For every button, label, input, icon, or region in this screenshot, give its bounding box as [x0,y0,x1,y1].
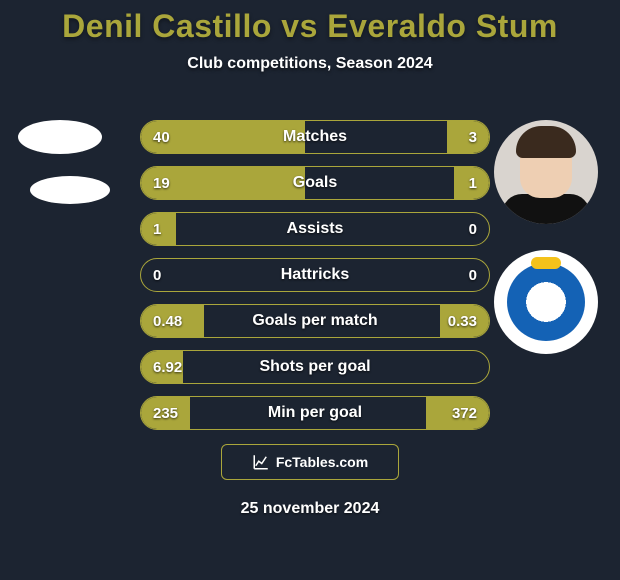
player-right-club-crest: 1931 [494,250,598,354]
metric-row: 6.92Shots per goal [140,350,490,384]
metric-row: 235372Min per goal [140,396,490,430]
player-left-avatar-placeholder-1 [18,120,102,154]
metric-row: 191Goals [140,166,490,200]
metric-label: Goals [141,174,489,192]
comparison-rows: 403Matches 191Goals 10Assists 00Hattricks 0.… [140,120,490,442]
metric-row: 0.480.33Goals per match [140,304,490,338]
page-title: Denil Castillo vs Everaldo Stum [0,0,620,45]
generated-date: 25 november 2024 [0,500,620,518]
metric-label: Shots per goal [141,358,489,376]
branding-label: FcTables.com [276,454,368,470]
chart-icon [252,453,270,471]
metric-row: 10Assists [140,212,490,246]
metric-label: Hattricks [141,266,489,284]
metric-label: Min per goal [141,404,489,422]
metric-label: Goals per match [141,312,489,330]
metric-label: Assists [141,220,489,238]
branding-badge[interactable]: FcTables.com [221,444,399,480]
page-subtitle: Club competitions, Season 2024 [0,55,620,73]
metric-row: 403Matches [140,120,490,154]
player-right-avatar [494,120,598,224]
crest-text: 1931 [507,296,585,303]
avatar-shirt [502,194,590,224]
club-crest-icon: 1931 [507,263,585,341]
avatar-hair [516,126,576,158]
metric-row: 00Hattricks [140,258,490,292]
player-left-avatar-placeholder-2 [30,176,110,204]
metric-label: Matches [141,128,489,146]
